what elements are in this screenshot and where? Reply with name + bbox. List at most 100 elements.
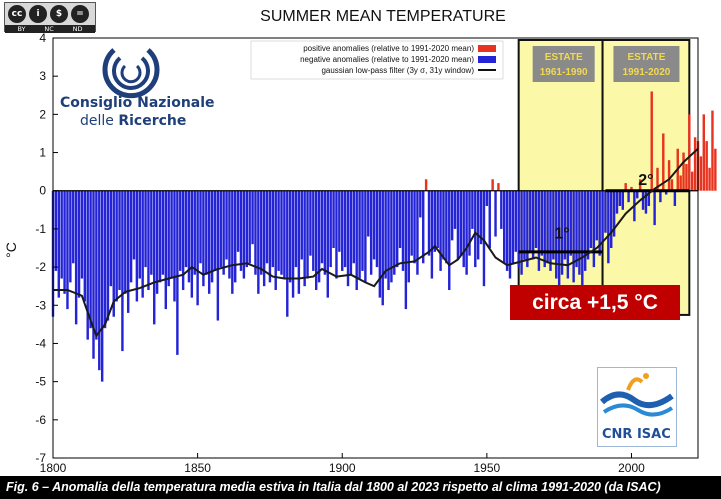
- bar: [555, 190, 558, 279]
- bar: [141, 190, 144, 298]
- y-axis-label: °C: [3, 242, 19, 258]
- bar: [167, 190, 170, 287]
- plot-frame: [52, 37, 699, 459]
- estate-1-line2: 1961-1990: [540, 67, 588, 78]
- legend-swatch-positive: [478, 45, 496, 52]
- y-tick-label: -3: [35, 298, 46, 312]
- bar: [508, 190, 512, 279]
- x-tick-label: 1950: [474, 461, 501, 475]
- bar: [196, 190, 199, 306]
- bar: [488, 190, 491, 248]
- bar: [543, 190, 546, 268]
- bar: [416, 190, 419, 275]
- bar: [607, 190, 610, 264]
- bar: [436, 190, 439, 248]
- bar: [439, 190, 442, 271]
- bar: [63, 190, 66, 294]
- cnr-name-line2: delle Ricerche: [80, 113, 186, 129]
- bar: [685, 164, 688, 191]
- bar: [656, 167, 659, 191]
- bar: [234, 190, 237, 283]
- bar: [323, 190, 327, 275]
- bar: [147, 190, 150, 290]
- bar: [433, 190, 437, 252]
- bar: [557, 190, 561, 287]
- x-tick-label: 1800: [40, 461, 67, 475]
- bar: [314, 190, 318, 290]
- bar: [534, 190, 538, 248]
- bar: [219, 190, 222, 268]
- bar: [714, 148, 717, 191]
- cnr-logo-icon: [102, 48, 160, 99]
- bar: [471, 190, 474, 229]
- bar: [80, 190, 84, 279]
- bar: [98, 190, 101, 371]
- bar: [453, 190, 457, 229]
- bar: [74, 190, 78, 325]
- bar: [699, 156, 703, 191]
- bar: [581, 190, 584, 290]
- bar: [618, 190, 622, 206]
- bar: [239, 190, 243, 271]
- bar: [679, 175, 682, 191]
- y-tick-label: -1: [35, 222, 46, 236]
- bar: [138, 190, 141, 279]
- bar: [355, 190, 358, 290]
- bar: [604, 190, 607, 233]
- bar: [161, 190, 165, 275]
- bar: [479, 190, 483, 245]
- bar: [126, 190, 130, 313]
- bar: [225, 190, 228, 260]
- bar: [326, 190, 329, 298]
- bar: [430, 190, 434, 279]
- bar: [563, 190, 567, 260]
- bar: [361, 190, 364, 271]
- bar: [72, 190, 75, 264]
- bar: [610, 190, 613, 248]
- bar: [346, 190, 350, 287]
- bar: [494, 190, 497, 237]
- bar: [705, 141, 708, 191]
- bar: [566, 190, 570, 279]
- bar: [254, 190, 257, 275]
- bar: [176, 190, 179, 355]
- bar: [517, 190, 520, 268]
- bar: [511, 190, 515, 264]
- bar: [343, 190, 347, 268]
- y-tick-label: 4: [39, 31, 46, 45]
- y-tick-label: -7: [35, 451, 46, 465]
- bar: [407, 190, 410, 283]
- bar: [199, 190, 202, 264]
- bar: [552, 190, 555, 260]
- bar: [638, 179, 642, 191]
- bar: [497, 183, 500, 191]
- bar: [468, 190, 471, 256]
- bar: [459, 190, 463, 256]
- bar: [387, 190, 390, 290]
- bar: [450, 190, 454, 241]
- bar: [664, 190, 668, 195]
- bar: [540, 190, 544, 256]
- bar: [132, 190, 136, 260]
- bar: [155, 190, 159, 294]
- bar: [83, 190, 87, 302]
- cnr-name-line2-b: Ricerche: [118, 113, 187, 129]
- bar: [502, 190, 506, 264]
- bar: [578, 190, 581, 275]
- bar: [294, 190, 298, 268]
- estate-label-box-1: [532, 46, 595, 82]
- bar: [158, 190, 162, 283]
- bar: [277, 190, 280, 271]
- bar: [184, 190, 188, 268]
- bar: [537, 190, 541, 271]
- bar: [283, 190, 286, 279]
- bar: [575, 190, 578, 268]
- bars-layer: [51, 91, 717, 382]
- legend-positive: positive anomalies (relative to 1991-202…: [303, 44, 474, 53]
- bar: [103, 190, 107, 329]
- bar: [372, 190, 376, 260]
- isac-wave-icon: [600, 373, 674, 417]
- bar: [627, 190, 630, 203]
- bar: [231, 190, 234, 294]
- bar: [236, 190, 240, 252]
